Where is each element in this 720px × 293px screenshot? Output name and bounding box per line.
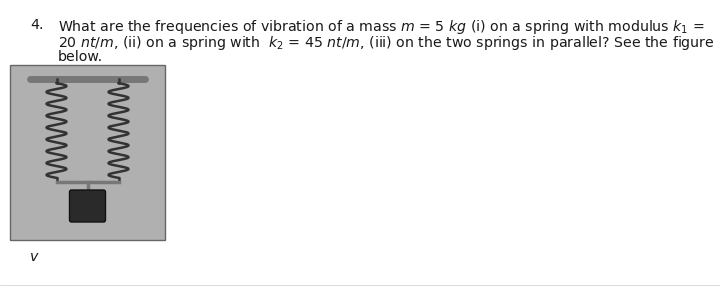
Text: v: v [30,250,38,264]
Text: 4.: 4. [30,18,43,32]
Text: 20 $nt/m$, (ii) on a spring with  $k_2$ = 45 $nt/m$, (iii) on the two springs in: 20 $nt/m$, (ii) on a spring with $k_2$ =… [58,34,715,52]
FancyBboxPatch shape [70,190,106,222]
FancyBboxPatch shape [10,65,165,240]
Text: below.: below. [58,50,103,64]
Text: What are the frequencies of vibration of a mass $m$ = 5 $kg$ (i) on a spring wit: What are the frequencies of vibration of… [58,18,704,36]
